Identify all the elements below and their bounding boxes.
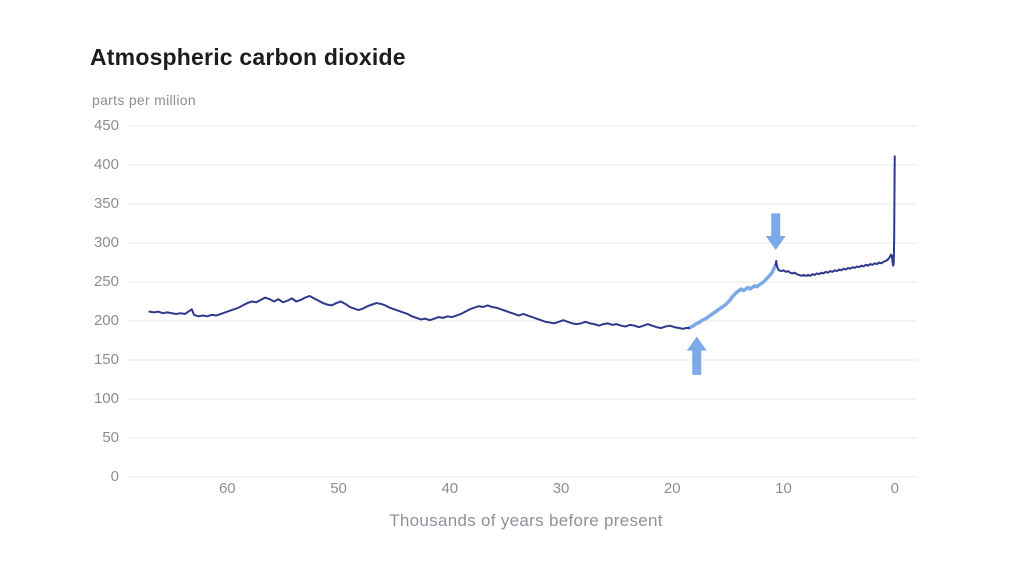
x-tick-label: 0 <box>890 480 899 497</box>
y-tick-label: 50 <box>102 429 119 446</box>
y-tick-label: 0 <box>110 468 119 485</box>
up-arrow <box>686 336 707 375</box>
x-tick-label: 40 <box>441 480 459 497</box>
x-tick-label: 60 <box>218 480 236 497</box>
y-tick-label: 400 <box>93 156 119 173</box>
y-tick-label: 300 <box>93 234 119 251</box>
x-tick-label: 10 <box>775 480 792 497</box>
y-tick-label: 250 <box>93 273 119 290</box>
co2-line-holocene <box>774 155 896 277</box>
y-axis-unit-label: parts per million <box>92 92 196 108</box>
down-arrow <box>765 213 786 251</box>
co2-line-glacial <box>148 295 690 330</box>
x-tick-label: 20 <box>663 480 681 497</box>
y-tick-label: 350 <box>93 195 119 212</box>
x-tick-label: 30 <box>552 480 570 497</box>
x-tick-label: 50 <box>330 480 347 497</box>
x-axis-title: Thousands of years before present <box>389 511 663 530</box>
chart-title: Atmospheric carbon dioxide <box>90 44 406 70</box>
y-tick-label: 150 <box>93 351 119 368</box>
co2-line-highlight <box>687 263 778 330</box>
y-tick-label: 200 <box>93 312 119 329</box>
y-tick-label: 450 <box>93 117 119 134</box>
y-tick-label: 100 <box>93 390 119 407</box>
